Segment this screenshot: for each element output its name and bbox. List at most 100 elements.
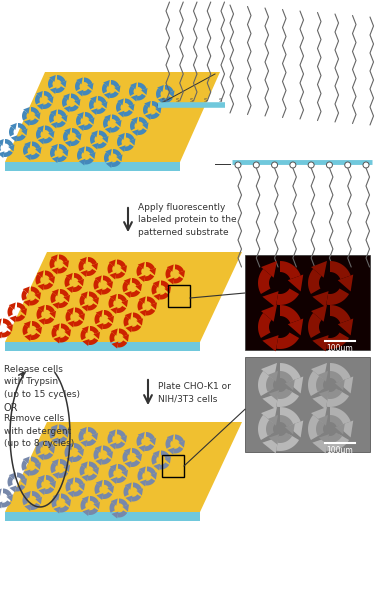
Polygon shape (102, 136, 108, 143)
Polygon shape (63, 131, 68, 141)
Text: S: S (190, 98, 193, 103)
Polygon shape (0, 139, 4, 146)
Polygon shape (138, 432, 145, 439)
Polygon shape (38, 138, 44, 144)
Polygon shape (65, 140, 71, 147)
Polygon shape (95, 275, 102, 283)
Polygon shape (92, 467, 99, 475)
Polygon shape (23, 469, 30, 476)
Polygon shape (76, 115, 82, 125)
Polygon shape (138, 470, 143, 481)
Polygon shape (37, 125, 44, 133)
Polygon shape (101, 457, 111, 464)
Polygon shape (86, 269, 96, 276)
Polygon shape (51, 144, 58, 151)
Polygon shape (6, 324, 13, 332)
Polygon shape (37, 284, 44, 291)
Polygon shape (166, 438, 171, 449)
Polygon shape (103, 118, 108, 128)
Polygon shape (75, 81, 81, 91)
Polygon shape (277, 389, 292, 399)
Polygon shape (164, 456, 171, 464)
Polygon shape (266, 420, 275, 436)
Polygon shape (15, 484, 25, 491)
Bar (168, 285, 190, 307)
Circle shape (235, 162, 241, 168)
Polygon shape (338, 377, 353, 393)
Polygon shape (95, 445, 102, 453)
Polygon shape (47, 97, 54, 103)
Polygon shape (174, 447, 183, 454)
Polygon shape (80, 427, 87, 434)
Polygon shape (153, 451, 160, 458)
Polygon shape (119, 145, 125, 152)
Polygon shape (161, 451, 170, 458)
Polygon shape (112, 115, 121, 122)
Polygon shape (75, 478, 84, 485)
Polygon shape (136, 488, 143, 496)
Polygon shape (0, 142, 2, 152)
Polygon shape (23, 457, 30, 464)
Polygon shape (81, 304, 88, 312)
Polygon shape (96, 493, 103, 500)
Polygon shape (89, 461, 98, 469)
Polygon shape (74, 443, 83, 451)
Polygon shape (78, 484, 85, 491)
Polygon shape (95, 288, 102, 296)
Polygon shape (112, 341, 118, 349)
Polygon shape (335, 424, 345, 435)
Polygon shape (93, 502, 100, 509)
Polygon shape (95, 458, 102, 466)
Polygon shape (74, 99, 81, 106)
Polygon shape (262, 393, 279, 410)
Polygon shape (67, 307, 74, 315)
Polygon shape (110, 91, 119, 98)
Polygon shape (117, 510, 127, 518)
Polygon shape (0, 318, 2, 326)
Polygon shape (5, 72, 220, 162)
Polygon shape (330, 363, 351, 381)
Polygon shape (150, 302, 157, 310)
Polygon shape (288, 420, 303, 438)
Polygon shape (110, 464, 117, 471)
Polygon shape (276, 435, 299, 451)
Polygon shape (70, 104, 79, 112)
Polygon shape (16, 134, 26, 141)
Polygon shape (50, 258, 55, 269)
Polygon shape (160, 293, 169, 300)
Polygon shape (9, 315, 16, 322)
Polygon shape (178, 441, 185, 448)
Polygon shape (75, 307, 84, 315)
Polygon shape (146, 478, 155, 485)
Polygon shape (122, 504, 129, 512)
Polygon shape (76, 78, 83, 84)
Polygon shape (122, 281, 129, 293)
Polygon shape (110, 126, 120, 133)
Polygon shape (58, 109, 67, 117)
Polygon shape (5, 139, 14, 146)
Polygon shape (319, 390, 329, 401)
Polygon shape (280, 371, 293, 383)
Polygon shape (59, 254, 68, 262)
Polygon shape (81, 440, 87, 447)
Polygon shape (44, 91, 53, 99)
Polygon shape (111, 328, 118, 336)
Polygon shape (288, 275, 303, 291)
Polygon shape (82, 326, 89, 333)
Polygon shape (126, 133, 135, 140)
Polygon shape (139, 466, 146, 473)
Polygon shape (110, 332, 115, 343)
Polygon shape (0, 501, 2, 509)
Polygon shape (88, 118, 94, 124)
Polygon shape (49, 75, 56, 82)
Bar (245, 255, 370, 350)
Polygon shape (129, 139, 136, 146)
Polygon shape (110, 477, 118, 484)
Polygon shape (135, 284, 142, 291)
Polygon shape (156, 88, 161, 99)
Polygon shape (258, 313, 271, 338)
Polygon shape (23, 494, 28, 505)
Polygon shape (262, 335, 279, 352)
Polygon shape (53, 302, 59, 309)
Polygon shape (144, 444, 154, 451)
